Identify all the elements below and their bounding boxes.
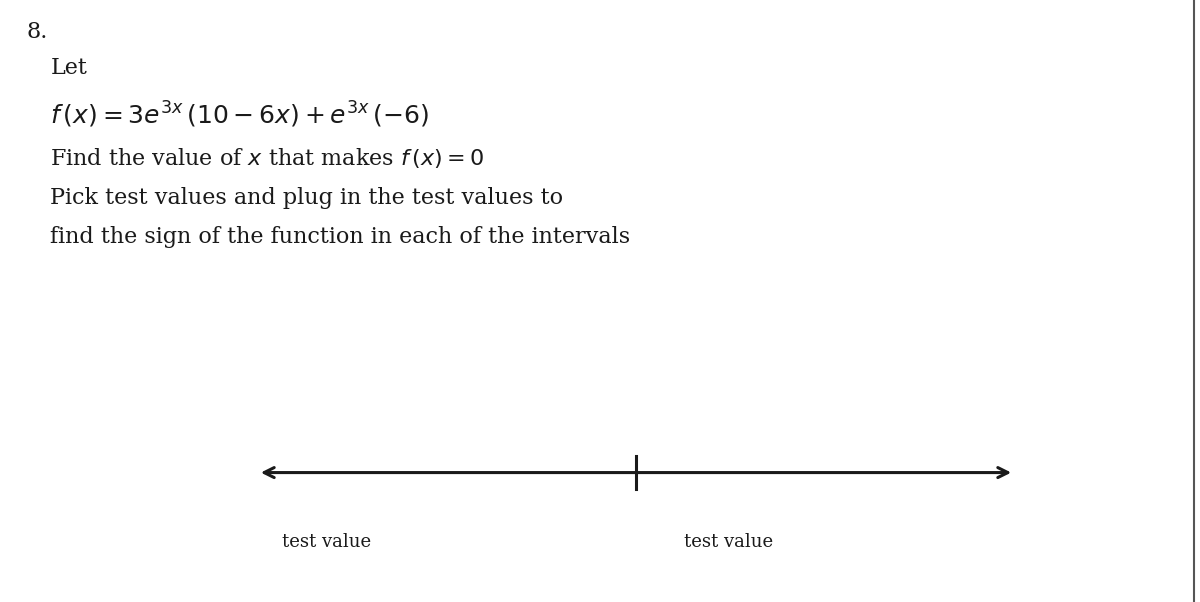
- Text: Find the value of $x$ that makes $f\,(x)=0$: Find the value of $x$ that makes $f\,(x)…: [50, 146, 485, 170]
- Text: Pick test values and plug in the test values to: Pick test values and plug in the test va…: [50, 187, 564, 209]
- Text: find the sign of the function in each of the intervals: find the sign of the function in each of…: [50, 226, 630, 248]
- Text: Let: Let: [50, 57, 88, 79]
- Text: $f\,(x)=3e^{3x}\,(10-6x)+e^{3x}\,(-6)$: $f\,(x)=3e^{3x}\,(10-6x)+e^{3x}\,(-6)$: [50, 99, 430, 129]
- Text: test value: test value: [684, 533, 773, 551]
- Text: test value: test value: [282, 533, 371, 551]
- Text: 8.: 8.: [26, 21, 48, 43]
